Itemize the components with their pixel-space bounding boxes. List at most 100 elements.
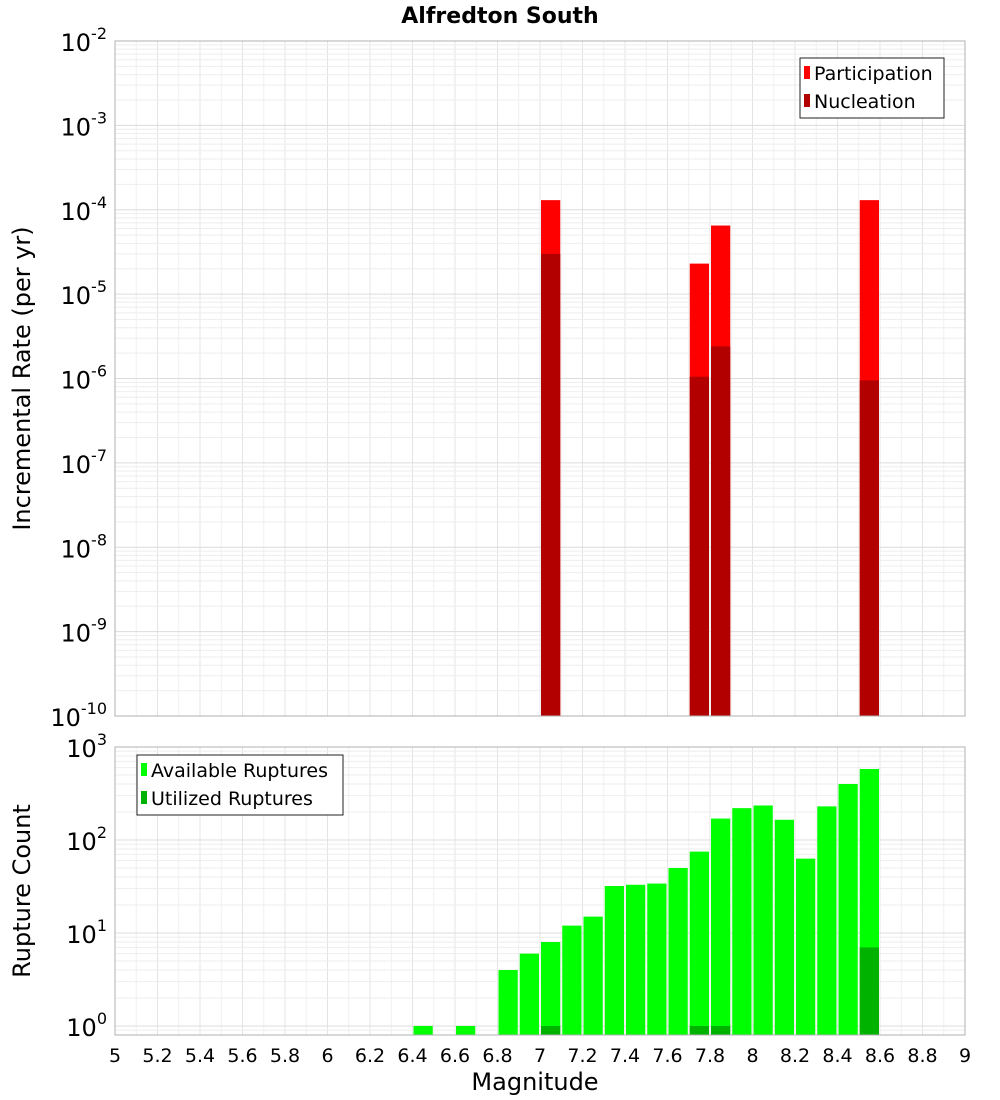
y-tick-label: 10-8 (61, 530, 108, 563)
bar (626, 884, 646, 1035)
bar (817, 806, 837, 1035)
legend-swatch (804, 94, 810, 107)
bar (519, 953, 539, 1035)
y-tick-exponent: -2 (91, 24, 107, 43)
y-tick-base: 10 (66, 735, 97, 763)
x-tick-label: 6 (321, 1045, 333, 1067)
y-tick-base: 10 (61, 620, 92, 648)
y-tick-base: 10 (61, 29, 92, 57)
legend-label: Nucleation (814, 91, 916, 113)
x-tick-label: 7.4 (610, 1045, 640, 1067)
y-axis-label: Incremental Rate (per yr) (8, 226, 36, 530)
y-tick-label: 10-9 (61, 615, 108, 648)
plot-border (114, 746, 966, 1036)
y-tick-label: 103 (66, 730, 107, 763)
y-tick-exponent: -6 (91, 362, 107, 381)
x-tick-label: 8.4 (822, 1045, 852, 1067)
y-tick-exponent: -4 (91, 193, 107, 212)
bar (583, 916, 603, 1035)
x-tick-label: 7 (534, 1045, 546, 1067)
y-tick-label: 10-3 (61, 108, 108, 141)
y-tick-label: 101 (66, 916, 107, 949)
legend-label: Available Ruptures (151, 760, 328, 782)
bar (859, 947, 879, 1035)
series-2 (541, 947, 879, 1035)
bar (413, 1025, 433, 1035)
bar (732, 808, 752, 1035)
bar (604, 886, 624, 1035)
y-tick-exponent: -7 (91, 446, 107, 465)
bar (774, 819, 794, 1035)
legend-label: Participation (814, 63, 933, 85)
y-tick-label: 10-10 (50, 699, 107, 732)
y-tick-label: 10-4 (61, 193, 108, 226)
x-axis-label: Magnitude (471, 1068, 598, 1096)
bar (689, 376, 709, 716)
bar (541, 253, 561, 716)
legend-swatch (141, 763, 147, 776)
x-tick-label: 8.6 (865, 1045, 895, 1067)
y-tick-base: 10 (61, 535, 92, 563)
series-1 (413, 769, 879, 1035)
x-tick-label: 5.4 (185, 1045, 215, 1067)
y-tick-exponent: -5 (91, 277, 107, 296)
y-tick-exponent: 3 (97, 730, 107, 749)
bar (753, 805, 773, 1035)
legend-swatch (141, 791, 147, 804)
y-tick-base: 10 (61, 367, 92, 395)
bar (838, 784, 858, 1035)
bar (711, 818, 731, 1035)
bar (541, 1025, 561, 1035)
y-tick-exponent: -10 (81, 699, 107, 718)
y-tick-label: 10-7 (61, 446, 108, 479)
y-tick-base: 10 (66, 828, 97, 856)
y-tick-base: 10 (66, 1014, 97, 1042)
grid (114, 41, 966, 717)
x-tick-label: 7.2 (567, 1045, 597, 1067)
bar (711, 346, 731, 716)
chart-title: Alfredton South (401, 4, 598, 29)
bar (711, 1025, 731, 1035)
y-tick-exponent: 1 (97, 916, 107, 935)
y-tick-base: 10 (61, 113, 92, 141)
x-tick-label: 6.4 (397, 1045, 427, 1067)
bar (647, 883, 667, 1035)
y-tick-base: 10 (50, 704, 81, 732)
x-tick-label: 5.2 (142, 1045, 172, 1067)
y-tick-base: 10 (61, 198, 92, 226)
panel-1: 10-210-310-410-510-610-710-810-910-10Inc… (8, 4, 966, 732)
bar (689, 851, 709, 1035)
legend-box (799, 57, 945, 119)
y-tick-label: 100 (66, 1009, 107, 1042)
y-tick-exponent: -9 (91, 615, 107, 634)
bar (689, 1025, 709, 1035)
x-tick-label: 6.6 (440, 1045, 470, 1067)
bar (456, 1025, 476, 1035)
x-tick-label: 6.8 (482, 1045, 512, 1067)
bar (498, 969, 518, 1035)
bar (668, 867, 688, 1035)
legend-box (136, 754, 344, 816)
x-tick-label: 9 (959, 1045, 971, 1067)
legend-swatch (804, 66, 810, 79)
x-tick-label: 6.2 (355, 1045, 385, 1067)
x-tick-label: 8 (746, 1045, 758, 1067)
y-tick-label: 102 (66, 823, 107, 856)
y-tick-exponent: -3 (91, 108, 107, 127)
x-tick-label: 7.8 (695, 1045, 725, 1067)
x-tick-label: 8.2 (780, 1045, 810, 1067)
x-tick-label: 8.8 (907, 1045, 937, 1067)
x-tick-label: 5.8 (270, 1045, 300, 1067)
y-tick-base: 10 (66, 921, 97, 949)
y-tick-exponent: 0 (97, 1009, 107, 1028)
bar (796, 858, 816, 1035)
legend: Participation Nucleation (799, 57, 945, 119)
x-tick-label: 5.6 (227, 1045, 257, 1067)
y-axis-label: Rupture Count (8, 804, 36, 978)
bar (859, 380, 879, 716)
x-tick-label: 5 (109, 1045, 121, 1067)
series-2 (541, 253, 879, 716)
y-tick-label: 10-6 (61, 362, 108, 395)
